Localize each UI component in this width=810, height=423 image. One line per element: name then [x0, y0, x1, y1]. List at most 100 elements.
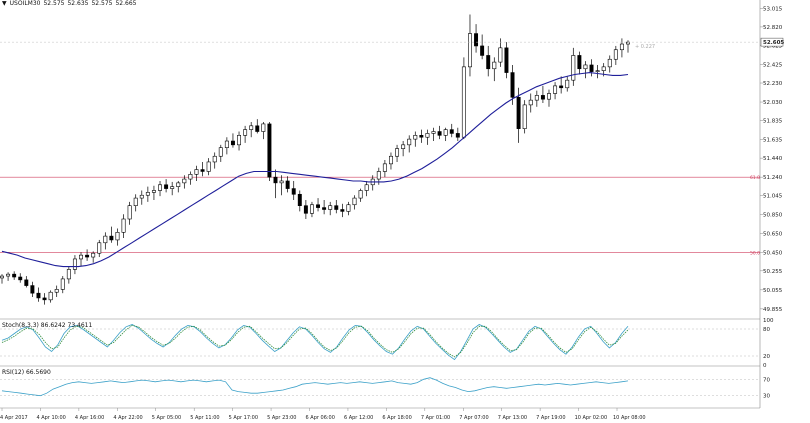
candle-body [85, 254, 90, 258]
price-axis-label: 53.015 [763, 6, 783, 12]
candle-body [322, 207, 327, 210]
candle-body [72, 258, 77, 270]
candle-body [498, 47, 503, 63]
candle-body [395, 148, 400, 157]
candle-body [461, 66, 466, 138]
candle-body [6, 273, 11, 277]
candle-body [200, 169, 205, 172]
candle-body [595, 70, 600, 72]
retracement-level-label: 50.0 [750, 250, 760, 256]
time-axis-label: 7 Apr 07:00 [459, 415, 488, 421]
candle-body [437, 131, 442, 136]
candle-body [212, 155, 217, 163]
candle-body [60, 278, 65, 290]
candle-body [218, 147, 223, 157]
price-axis-label: 52.820 [763, 25, 783, 31]
candle-body [291, 188, 296, 195]
candle-body [261, 123, 266, 132]
candle-body [255, 125, 260, 132]
candle-body [12, 273, 17, 278]
candle-body [510, 72, 515, 98]
time-axis-label: 5 Apr 23:00 [267, 415, 296, 421]
price-axis-label: 51.440 [763, 156, 783, 162]
candle-body [237, 135, 242, 146]
price-axis-label: 49.855 [763, 307, 783, 313]
candle-body [589, 64, 594, 72]
time-axis-label: 5 Apr 05:00 [152, 415, 181, 421]
candle-body [206, 161, 211, 172]
candle-body [273, 176, 278, 184]
candle-body [127, 205, 132, 220]
candle-body [553, 85, 558, 94]
candle-body [486, 55, 491, 70]
candle-body [492, 61, 497, 70]
candle-body [145, 192, 150, 196]
candle-body [224, 140, 229, 148]
candle-body [328, 205, 333, 210]
candle-body [316, 204, 321, 208]
candle-body [358, 190, 363, 199]
candle-body [103, 235, 108, 244]
current-price-tag: 52.605 [763, 40, 784, 46]
candle-body [559, 85, 564, 89]
candle-body [613, 49, 618, 60]
candle-body [194, 169, 199, 175]
candle-body [474, 33, 479, 47]
candle-body [413, 135, 418, 140]
distance-annotation: + 0.227 [635, 44, 655, 50]
candle-body [619, 43, 624, 51]
candle-body [133, 197, 138, 206]
price-axis-label: 50.650 [763, 231, 783, 237]
symbol-dropdown-arrow-icon[interactable]: ▼ [2, 0, 7, 7]
candle-body [285, 180, 290, 189]
oscillator-axis-label: 30 [763, 394, 770, 400]
candle-body [267, 123, 272, 178]
candle-body [0, 275, 4, 279]
candle-body [18, 276, 23, 281]
candle-body [334, 205, 339, 210]
rsi-title: RSI(12) 66.5690 [2, 369, 51, 376]
candle-body [352, 197, 357, 206]
candle-body [115, 232, 120, 241]
time-axis-label: 7 Apr 01:00 [421, 415, 450, 421]
candle-body [79, 254, 83, 260]
candle-body [151, 190, 156, 193]
current-price-tag-box [760, 37, 784, 47]
candle-body [109, 235, 114, 241]
candle-body [176, 182, 181, 187]
time-axis-label: 6 Apr 12:00 [344, 415, 373, 421]
candle-body [346, 204, 351, 212]
time-axis-label: 10 Apr 08:00 [613, 415, 646, 421]
oscillator-axis-label: 80 [763, 327, 770, 333]
candle-body [164, 184, 169, 189]
candle-body [91, 252, 96, 258]
candle-body [158, 184, 162, 191]
price-axis-label: 52.030 [763, 100, 783, 106]
candle-body [121, 218, 126, 233]
candle-body [48, 291, 53, 301]
candle-body [382, 163, 387, 172]
price-axis-label: 52.625 [763, 43, 783, 49]
candle-body [565, 79, 570, 89]
oscillator-axis-label: 20 [763, 354, 770, 360]
time-axis-label: 5 Apr 17:00 [229, 415, 258, 421]
time-axis-label: 6 Apr 18:00 [382, 415, 411, 421]
candle-body [583, 64, 588, 70]
oscillator-axis-label: 70 [763, 377, 770, 383]
price-axis-label: 50.450 [763, 250, 783, 256]
time-axis-label: 4 Apr 16:00 [75, 415, 104, 421]
oscillator-series-line [1, 377, 629, 397]
symbol-name: USOILM30 [9, 0, 41, 7]
candle-body [522, 104, 527, 129]
candle-body [36, 292, 41, 299]
candle-body [54, 289, 59, 293]
candle-body [425, 133, 430, 138]
candle-body [528, 99, 533, 106]
candle-body [340, 209, 345, 212]
candle-body [626, 41, 630, 45]
stochastic-title: Stoch(8,3,3) 86.6242 73.4611 [2, 322, 93, 329]
candle-body [309, 204, 314, 214]
time-axis-label: 4 Apr 10:00 [36, 415, 65, 421]
